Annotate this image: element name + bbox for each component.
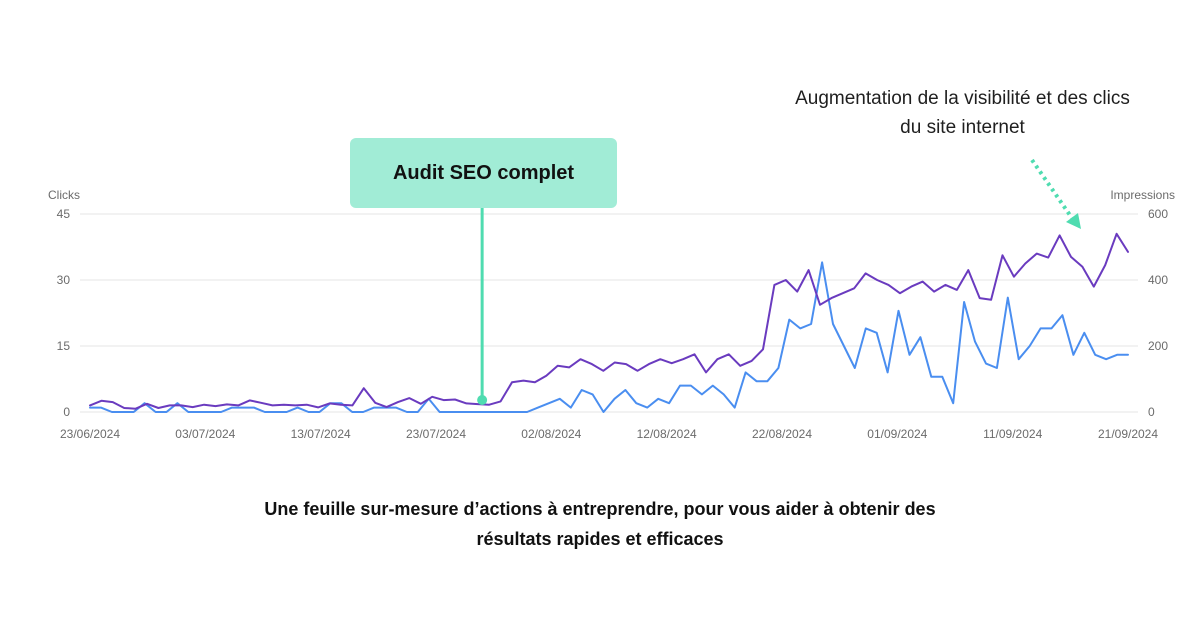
footer-line-2: résultats rapides et efficaces [476,529,724,549]
x-tick-label: 12/08/2024 [637,427,697,441]
series-layer [89,232,1129,413]
annotation-arrow-shaft [1030,158,1076,223]
x-tick-label: 03/07/2024 [175,427,235,441]
audit-marker-dot [477,395,488,405]
right-axis-ticks: 600 400 200 0 [1148,207,1168,419]
audit-callout-box: Audit SEO complet [350,138,617,208]
annotations-layer [477,158,1081,405]
x-tick-label: 01/09/2024 [867,427,927,441]
x-tick-label: 21/09/2024 [1098,427,1158,441]
left-axis-title: Clicks [48,188,80,202]
left-tick-label: 0 [63,405,70,419]
x-tick-label: 23/07/2024 [406,427,466,441]
footer-line-1: Une feuille sur-mesure d’actions à entre… [264,499,936,519]
right-axis-title: Impressions [1110,188,1175,202]
left-tick-label: 30 [57,273,71,287]
x-tick-label: 22/08/2024 [752,427,812,441]
gridlines [80,213,1138,413]
series-line-clicks [89,261,1129,413]
x-tick-label: 02/08/2024 [521,427,581,441]
x-tick-label: 13/07/2024 [291,427,351,441]
right-tick-label: 0 [1148,405,1155,419]
left-tick-label: 45 [57,207,71,221]
right-tick-label: 200 [1148,339,1168,353]
x-tick-label: 23/06/2024 [60,427,120,441]
visibility-annotation: Augmentation de la visibilité et des cli… [795,88,1130,138]
series-line-impressions [89,232,1129,410]
footer-caption: Une feuille sur-mesure d’actions à entre… [150,494,1050,554]
x-axis-ticks: 23/06/2024 03/07/2024 13/07/2024 23/07/2024… [60,427,1158,441]
annotation-arrow-head [1066,213,1081,229]
left-tick-label: 15 [57,339,71,353]
right-tick-label: 600 [1148,207,1168,221]
left-axis-ticks: 45 30 15 0 [57,207,71,419]
audit-callout-label: Audit SEO complet [392,161,575,184]
right-tick-label: 400 [1148,273,1168,287]
x-tick-label: 11/09/2024 [983,427,1042,441]
